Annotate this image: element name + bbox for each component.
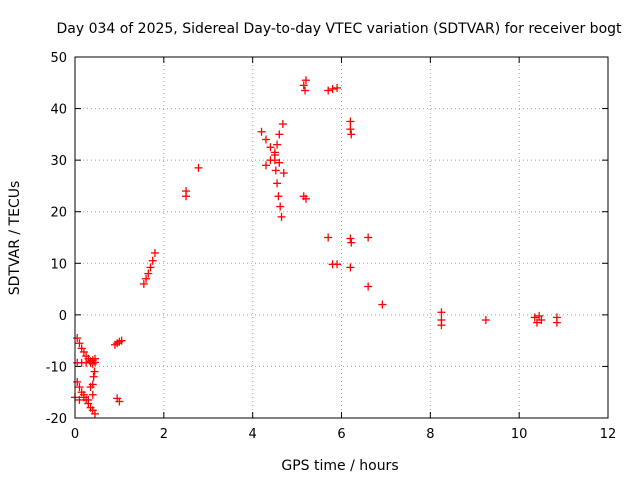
data-point bbox=[273, 140, 282, 149]
data-point bbox=[257, 127, 266, 136]
data-point bbox=[277, 212, 286, 221]
data-point bbox=[90, 409, 99, 418]
plot-frame bbox=[74, 56, 609, 419]
axis-ticks: 0 2 4 6 8 10 12 -20 -10 0 10 20 30 40 50 bbox=[46, 51, 617, 442]
data-point bbox=[117, 336, 126, 345]
y-tick-label: -20 bbox=[46, 412, 67, 427]
data-point bbox=[275, 130, 284, 139]
data-point bbox=[278, 120, 287, 129]
data-point bbox=[274, 192, 283, 201]
data-point bbox=[301, 86, 310, 95]
data-point bbox=[115, 397, 124, 406]
data-point bbox=[333, 260, 342, 269]
data-point bbox=[346, 234, 355, 243]
data-point bbox=[142, 274, 151, 283]
data-point bbox=[364, 282, 373, 291]
data-point bbox=[276, 202, 285, 211]
x-axis-label: GPS time / hours bbox=[281, 458, 398, 474]
grid-lines bbox=[75, 57, 608, 418]
data-point bbox=[347, 130, 356, 139]
data-point bbox=[182, 187, 191, 196]
data-point bbox=[535, 311, 544, 320]
data-point bbox=[301, 76, 310, 85]
y-axis-label: SDTVAR / TECUs bbox=[7, 181, 23, 296]
data-point bbox=[481, 316, 490, 325]
x-tick-label: 12 bbox=[600, 427, 617, 442]
data-point bbox=[552, 318, 561, 327]
data-point bbox=[261, 135, 270, 144]
data-point bbox=[84, 395, 93, 404]
data-point bbox=[364, 233, 373, 242]
data-point bbox=[150, 248, 159, 257]
data-point bbox=[270, 156, 279, 165]
data-point bbox=[532, 318, 541, 327]
y-tick-label: -10 bbox=[46, 360, 67, 375]
data-point bbox=[75, 339, 84, 348]
x-tick-label: 2 bbox=[160, 427, 168, 442]
data-point bbox=[148, 256, 157, 265]
data-point bbox=[346, 125, 355, 134]
x-tick-label: 10 bbox=[511, 427, 528, 442]
data-point bbox=[146, 263, 155, 272]
data-point bbox=[324, 86, 333, 95]
data-point bbox=[333, 83, 342, 92]
data-point bbox=[88, 359, 97, 368]
data-point bbox=[346, 117, 355, 126]
y-tick-label: 40 bbox=[50, 103, 67, 118]
data-point bbox=[89, 372, 98, 381]
data-point bbox=[328, 84, 337, 93]
data-point bbox=[273, 179, 282, 188]
data-point bbox=[90, 367, 99, 376]
x-tick-label: 6 bbox=[337, 427, 345, 442]
x-tick-label: 4 bbox=[249, 427, 257, 442]
data-point bbox=[530, 313, 539, 322]
y-tick-label: 50 bbox=[50, 51, 67, 66]
x-tick-label: 8 bbox=[426, 427, 434, 442]
data-point bbox=[79, 393, 88, 402]
data-point bbox=[88, 380, 97, 389]
data-point bbox=[346, 263, 355, 272]
data-point bbox=[437, 321, 446, 330]
data-point bbox=[437, 308, 446, 317]
chart-title: Day 034 of 2025, Sidereal Day-to-day VTE… bbox=[56, 21, 622, 37]
data-point bbox=[194, 163, 203, 172]
data-point bbox=[139, 279, 148, 288]
data-point bbox=[144, 269, 153, 278]
data-point bbox=[301, 194, 310, 203]
data-point bbox=[75, 383, 84, 392]
data-point bbox=[279, 169, 288, 178]
data-point bbox=[261, 161, 270, 170]
y-tick-label: 10 bbox=[50, 257, 67, 272]
data-point bbox=[88, 390, 97, 399]
x-tick-label: 0 bbox=[71, 427, 79, 442]
data-point bbox=[270, 148, 279, 157]
data-points bbox=[71, 76, 561, 418]
data-point bbox=[324, 233, 333, 242]
y-tick-label: 0 bbox=[59, 309, 67, 324]
data-point bbox=[275, 158, 284, 167]
y-tick-label: 20 bbox=[50, 206, 67, 221]
data-point bbox=[79, 347, 88, 356]
data-point bbox=[266, 143, 275, 152]
data-point bbox=[537, 316, 546, 325]
data-point bbox=[347, 238, 356, 247]
data-point bbox=[378, 300, 387, 309]
data-point bbox=[75, 395, 84, 404]
data-point bbox=[271, 166, 280, 175]
y-tick-label: 30 bbox=[50, 154, 67, 169]
data-point bbox=[299, 81, 308, 90]
